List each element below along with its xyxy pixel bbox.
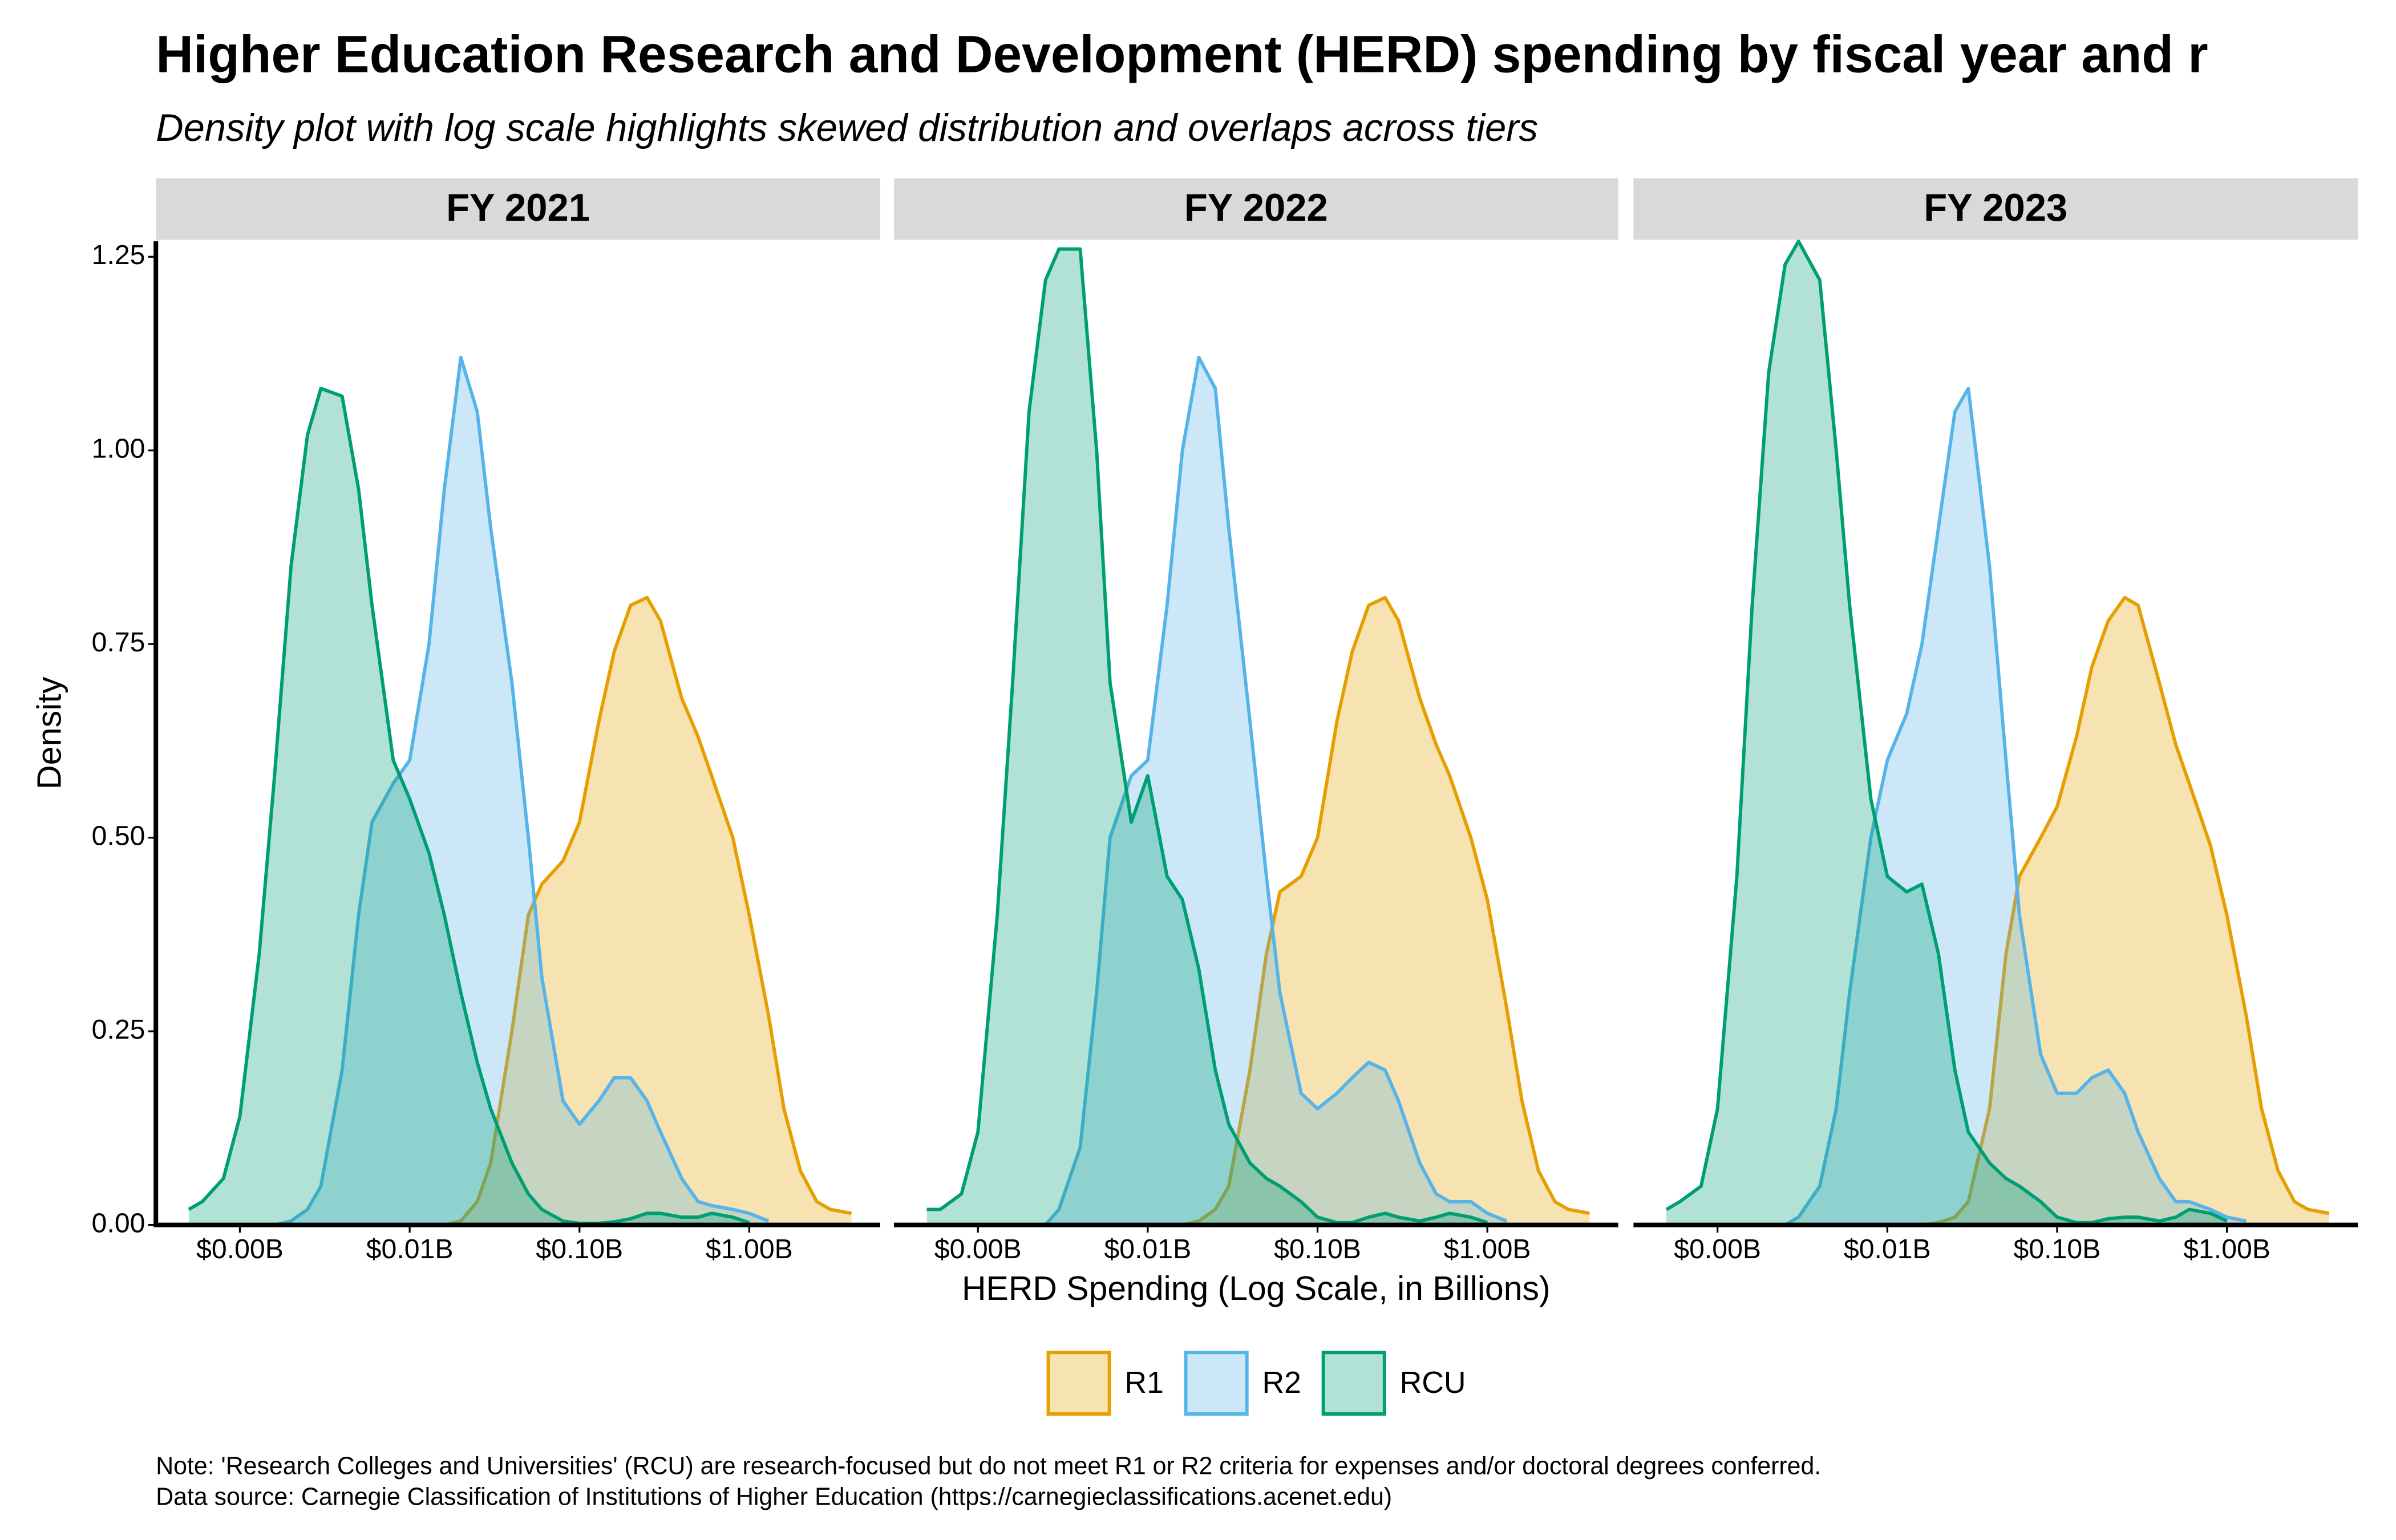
facet-title: FY 2022: [1184, 187, 1328, 229]
density-area: [1182, 597, 1590, 1225]
density-area: [188, 388, 750, 1225]
source-note: Data source: Carnegie Classification of …: [156, 1484, 1392, 1511]
y-axis-label: Density: [30, 676, 68, 789]
y-tick-label: 0.50: [92, 820, 145, 851]
x-axis-label: HERD Spending (Log Scale, in Billions): [962, 1269, 1551, 1307]
density-line: [1784, 387, 2247, 1227]
x-tick-label: $0.00B: [934, 1234, 1022, 1265]
x-tick-label: $0.01B: [1844, 1234, 1931, 1265]
x-tick-label: $1.00B: [1444, 1234, 1531, 1265]
legend-key: [1321, 1351, 1386, 1416]
x-tick-label: $0.00B: [196, 1234, 284, 1265]
density-line: [1665, 240, 2228, 1225]
legend-key: [1184, 1351, 1249, 1416]
density-line: [1921, 595, 2330, 1227]
density-line: [188, 387, 750, 1225]
density-area: [1922, 597, 2329, 1225]
x-tick-label: $0.00B: [1674, 1234, 1761, 1265]
x-tick-label: $0.10B: [2014, 1234, 2101, 1265]
density-area: [444, 597, 852, 1225]
x-tick-label: $0.01B: [1104, 1234, 1192, 1265]
facet-strip: [156, 178, 880, 240]
x-tick-label: $1.00B: [2183, 1234, 2270, 1265]
facet-title: FY 2023: [1924, 187, 2067, 229]
y-tick-label: 1.25: [92, 240, 145, 270]
x-tick-label: $0.10B: [1274, 1234, 1361, 1265]
legend-label: R2: [1262, 1365, 1301, 1400]
y-tick-label: 0.75: [92, 627, 145, 658]
y-tick-label: 0.25: [92, 1014, 145, 1045]
density-area: [1666, 241, 2227, 1225]
x-tick-label: $0.10B: [536, 1234, 623, 1265]
density-area: [1785, 388, 2247, 1225]
density-line: [274, 355, 770, 1227]
density-line: [1181, 595, 1590, 1227]
x-tick-label: $0.01B: [366, 1234, 454, 1265]
y-tick-label: 0.00: [92, 1207, 145, 1238]
density-area: [274, 357, 769, 1225]
chart-title: Higher Education Research and Developmen…: [156, 25, 2208, 83]
density-line: [444, 595, 852, 1227]
x-tick-label: $1.00B: [706, 1234, 793, 1265]
facet-strip: [1633, 178, 2358, 240]
legend-key: [1046, 1351, 1111, 1416]
legend-label: R1: [1124, 1365, 1163, 1400]
density-line: [926, 247, 1488, 1225]
facet-strip: [893, 178, 1618, 240]
facet-title: FY 2021: [446, 187, 590, 229]
y-tick-label: 1.00: [92, 433, 145, 464]
density-area: [926, 249, 1488, 1225]
density-area: [1045, 357, 1507, 1225]
note: Note: 'Research Colleges and Universitie…: [156, 1453, 1821, 1480]
chart-subtitle: Density plot with log scale highlights s…: [156, 107, 1538, 149]
density-line: [1044, 355, 1508, 1226]
legend-label: RCU: [1400, 1365, 1466, 1400]
